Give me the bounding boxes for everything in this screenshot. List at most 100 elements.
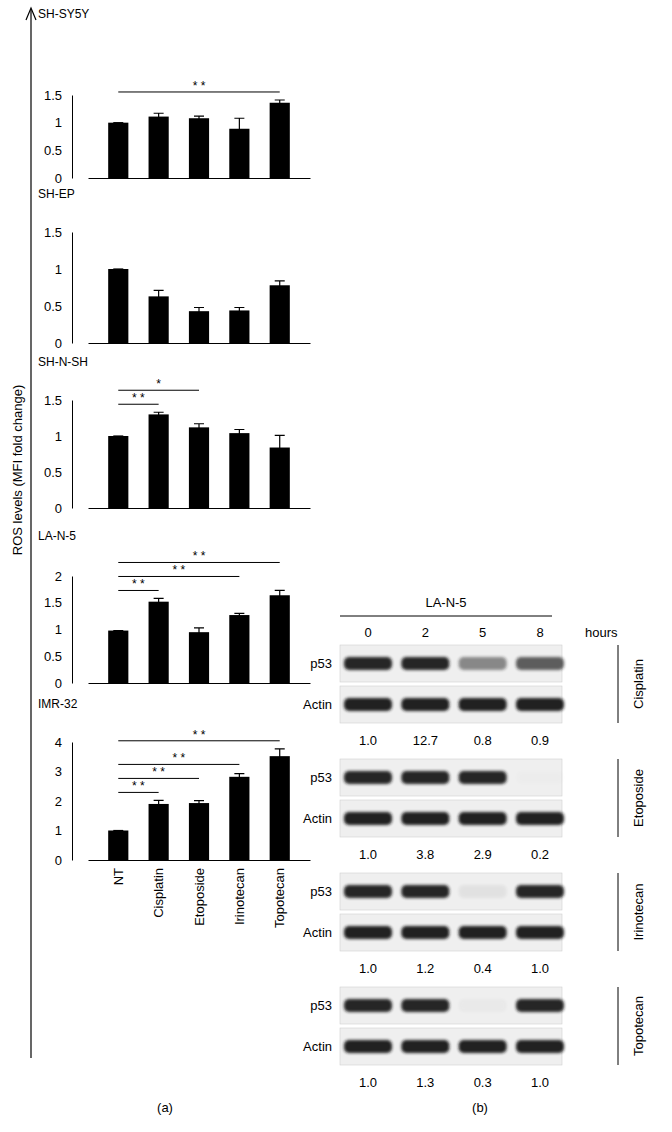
chart-panel: SH-N-SH00.511.5* ** [38,355,311,516]
error-bar [194,116,204,120]
treatment-label: Cisplatin [631,659,646,709]
panel-label: (a) [157,1100,173,1115]
y-axis-line [72,233,73,344]
x-axis [89,343,311,345]
plot-area [108,269,290,343]
time-unit: hours [585,625,618,640]
bar [229,777,249,860]
blot-band [459,771,507,784]
error-bar [275,281,285,290]
error-bar [154,800,164,807]
y-tick-label: 1 [55,622,62,637]
y-tick-label: 0 [55,501,62,516]
y-tick: 1 [55,823,72,838]
blot-band [344,812,392,825]
y-tick-label: 0.5 [44,143,62,158]
y-tick-label: 1.5 [44,595,62,610]
blot-band [401,698,449,711]
treatment-bracket [618,873,619,951]
chart-title: LA-N-5 [38,529,76,543]
blot-band [516,771,564,784]
blot-band [344,999,392,1012]
ratio-label: 0.8 [474,733,492,748]
ratio-label: 1.2 [416,961,434,976]
error-bar [234,307,244,313]
bar [270,756,290,860]
y-axis-line [72,96,73,179]
x-axis-line [89,860,311,861]
blot-band [459,885,507,898]
blot-band [459,812,507,825]
x-tick: Cisplatin [151,860,166,918]
blot-band [459,657,507,670]
y-tick: 1.5 [44,225,72,240]
blot-band [516,926,564,939]
error-bar [113,122,123,123]
blot-band [516,1040,564,1053]
ratio-label: 2.9 [474,847,492,862]
y-tick-label: 0.5 [44,299,62,314]
y-tick-label: 2 [55,569,62,584]
chart-title: SH-EP [38,187,75,201]
ratio-label: 1.0 [359,961,377,976]
ratio-label: 0.2 [531,847,549,862]
error-bar [234,430,244,437]
blot-band [401,812,449,825]
chart-panel: SH-SY5Y00.511.5* * [38,7,311,186]
y-tick: 1 [55,622,72,637]
y-tick: 0.5 [44,143,72,158]
ratio-label: 1.0 [531,961,549,976]
x-tick: Irinotecan [232,860,247,925]
row-label: p53 [310,998,332,1013]
x-tick-label: Etoposide [192,868,207,926]
time-label: 8 [536,625,543,640]
y-tick: 0 [55,336,72,351]
treatment-label: Irinotecan [631,883,646,940]
row-label: p53 [310,770,332,785]
time-label: 5 [479,625,486,640]
error-bar [154,598,164,604]
error-bar [275,435,285,459]
blot-band [516,999,564,1012]
significance-label: * * [193,549,206,563]
y-tick: 0 [55,171,72,186]
x-tick-label: NT [111,868,126,885]
significance-label: * * [193,79,206,93]
ratio-label: 1.0 [359,847,377,862]
y-tick: 0 [55,676,72,691]
blot-band [401,771,449,784]
blot-band [516,657,564,670]
ratio-label: 1.0 [359,1075,377,1090]
row-label: Actin [303,925,332,940]
y-tick: 0.5 [44,299,72,314]
plot-area [108,100,290,178]
y-tick-label: 1.5 [44,393,62,408]
y-axis-line [72,401,73,509]
significance-label: * * [132,779,145,793]
plot-area [108,749,290,860]
bar [229,615,249,683]
x-axis: NTCisplatinEtoposideIrinotecanTopotecan [89,860,311,928]
blot-band [344,698,392,711]
blot-band [344,926,392,939]
bar [149,117,169,178]
bar [189,311,209,343]
y-tick: 2 [55,569,72,584]
error-bar [194,628,204,637]
y-tick: 1.5 [44,595,72,610]
y-tick: 1 [55,429,72,444]
y-tick: 1 [55,262,72,277]
x-axis [89,178,311,180]
bar [108,436,128,508]
plot-area [108,412,290,508]
chart-title: SH-SY5Y [38,7,89,21]
error-bar [154,290,164,302]
chart-panel: LA-N-500.511.52* ** ** * [38,529,311,691]
blot-band [459,926,507,939]
y-tick-label: 1.5 [44,225,62,240]
error-bar [234,613,244,616]
y-tick-label: 1 [55,823,62,838]
significance-label: * * [193,728,206,742]
blot-band [459,1040,507,1053]
bar [149,414,169,508]
